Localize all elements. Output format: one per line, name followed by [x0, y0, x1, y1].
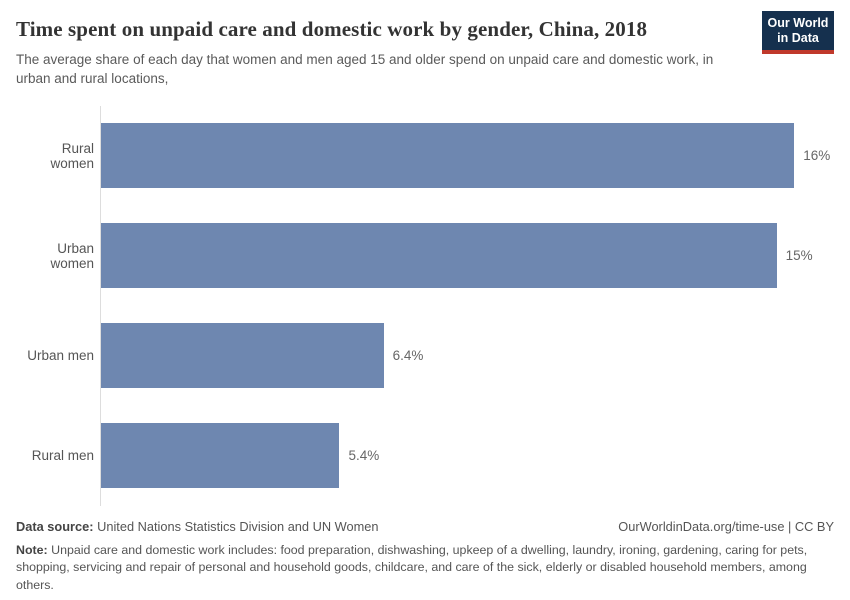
value-label: 16%	[803, 148, 831, 164]
chart-footer: Data source: United Nations Statistics D…	[16, 519, 834, 595]
bar-area: 5.4%	[100, 423, 834, 489]
category-label: Rural women	[50, 140, 94, 171]
bar	[101, 223, 777, 289]
bar-row: Rural women 16%	[16, 106, 834, 206]
data-source-text: United Nations Statistics Division and U…	[93, 518, 379, 534]
value-label: 6.4%	[392, 348, 424, 364]
bar-chart: Rural women 16% Urban women 15% Urban men 6.4…	[16, 105, 834, 506]
title-block: Time spent on unpaid care and domestic w…	[16, 14, 762, 89]
category-label: Urban men	[27, 348, 94, 364]
owid-logo-line2: in Data	[777, 30, 819, 45]
note-label: Note:	[16, 542, 48, 557]
bar-row: Urban men 6.4%	[16, 306, 834, 406]
bar-area: 15%	[100, 223, 834, 289]
owid-logo: Our World in Data	[762, 11, 834, 54]
bar	[101, 123, 795, 189]
bar-area: 16%	[100, 123, 834, 189]
bar-row: Rural men 5.4%	[16, 406, 834, 506]
note-text: Unpaid care and domestic work includes: …	[16, 542, 808, 592]
owid-logo-text: Our World in Data	[762, 11, 834, 50]
value-label: 5.4%	[348, 448, 380, 464]
owid-logo-red-stripe	[762, 49, 834, 54]
category-label: Rural men	[31, 448, 94, 464]
page-title: Time spent on unpaid care and domestic w…	[16, 17, 648, 41]
attribution-link: OurWorldinData.org/time-use | CC BY	[618, 518, 834, 534]
bar-row: Urban women 15%	[16, 206, 834, 306]
value-label: 15%	[785, 248, 813, 264]
bar	[101, 423, 340, 489]
source-row: Data source: United Nations Statistics D…	[16, 519, 834, 534]
y-axis-line	[100, 105, 101, 506]
chart-note: Note: Unpaid care and domestic work incl…	[16, 542, 834, 595]
bar-area: 6.4%	[100, 323, 834, 389]
data-source-label: Data source:	[16, 518, 94, 534]
category-label: Urban women	[50, 240, 94, 271]
owid-logo-line1: Our World	[767, 16, 829, 30]
chart-subtitle: The average share of each day that women…	[16, 52, 714, 86]
data-source: Data source: United Nations Statistics D…	[16, 519, 379, 534]
bar	[101, 323, 384, 389]
chart-header: Time spent on unpaid care and domestic w…	[16, 11, 834, 89]
